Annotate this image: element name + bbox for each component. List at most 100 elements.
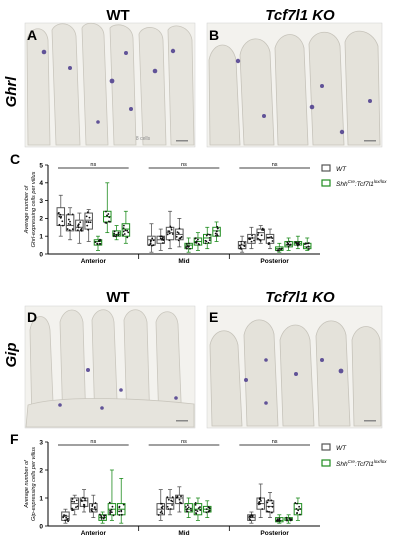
data-point bbox=[124, 229, 127, 232]
header-ko-bottom: Tcf7l1 KO bbox=[265, 289, 335, 306]
data-point bbox=[285, 518, 288, 521]
data-point bbox=[82, 496, 84, 499]
data-point bbox=[58, 212, 60, 214]
data-point bbox=[188, 245, 190, 248]
data-point bbox=[248, 238, 251, 240]
data-point bbox=[159, 235, 162, 238]
data-point bbox=[61, 220, 64, 223]
y-tick-label: 4 bbox=[39, 180, 43, 187]
data-point bbox=[186, 245, 189, 247]
data-point bbox=[98, 513, 101, 516]
data-point bbox=[208, 237, 211, 239]
legend-wt-swatch bbox=[321, 164, 331, 172]
data-point bbox=[113, 232, 116, 235]
data-point bbox=[126, 236, 129, 239]
legend-c: WT ShhCre:Tcf7l1lox/lox bbox=[321, 164, 387, 188]
data-point bbox=[276, 518, 279, 520]
data-point bbox=[197, 242, 200, 245]
data-point bbox=[170, 228, 173, 231]
data-point bbox=[100, 516, 103, 519]
data-point bbox=[297, 509, 300, 512]
significance-label: ns bbox=[181, 162, 187, 168]
data-point bbox=[117, 234, 120, 237]
data-point bbox=[82, 503, 85, 506]
data-point bbox=[160, 510, 163, 513]
data-point bbox=[250, 514, 252, 517]
data-point bbox=[187, 506, 190, 509]
legend-wt-label: WT bbox=[336, 445, 347, 452]
data-point bbox=[65, 514, 67, 517]
scale-bar bbox=[364, 420, 376, 422]
data-point bbox=[216, 234, 219, 237]
significance-label: ns bbox=[90, 162, 96, 168]
data-point bbox=[257, 234, 259, 236]
data-point bbox=[177, 239, 180, 242]
data-point bbox=[107, 213, 110, 215]
data-point bbox=[168, 239, 171, 242]
data-point bbox=[114, 235, 117, 238]
data-point bbox=[249, 519, 252, 521]
panel-letter-d: D bbox=[27, 309, 37, 325]
data-point bbox=[251, 234, 253, 237]
data-point bbox=[85, 215, 88, 218]
data-point bbox=[166, 233, 169, 236]
data-point bbox=[157, 514, 160, 516]
data-point bbox=[122, 224, 125, 227]
data-point bbox=[110, 511, 113, 514]
category-label: Anterior bbox=[81, 258, 107, 265]
data-point bbox=[298, 241, 300, 244]
data-point bbox=[106, 214, 109, 217]
data-point bbox=[83, 506, 86, 508]
data-point bbox=[91, 503, 94, 506]
data-point bbox=[118, 506, 121, 509]
box bbox=[93, 239, 103, 246]
data-point bbox=[215, 234, 217, 237]
panel-letter-b: B bbox=[209, 27, 219, 43]
data-point bbox=[261, 229, 263, 231]
data-point bbox=[122, 234, 125, 236]
data-point bbox=[294, 241, 297, 244]
micrograph-a: 8 cells bbox=[24, 22, 196, 148]
data-point bbox=[110, 508, 113, 511]
header-ko-top: Tcf7l1 KO bbox=[265, 7, 335, 24]
data-point bbox=[167, 498, 170, 501]
data-point bbox=[67, 517, 69, 520]
data-point bbox=[108, 216, 111, 219]
data-point bbox=[73, 500, 76, 503]
data-point bbox=[148, 244, 150, 247]
data-point bbox=[111, 505, 114, 508]
data-point bbox=[161, 505, 164, 508]
data-point bbox=[100, 517, 103, 520]
data-point bbox=[286, 519, 288, 522]
data-point bbox=[99, 238, 101, 241]
data-point bbox=[204, 242, 207, 245]
box bbox=[247, 233, 256, 244]
data-point bbox=[86, 211, 89, 214]
data-point bbox=[175, 235, 178, 238]
data-point bbox=[186, 504, 189, 507]
data-point bbox=[152, 239, 155, 242]
data-point bbox=[271, 502, 274, 505]
data-point bbox=[205, 511, 208, 514]
data-point bbox=[84, 499, 86, 502]
data-point bbox=[67, 213, 70, 215]
data-point bbox=[207, 241, 210, 244]
legend-mut-label: ShhCre:Tcf7l1lox/lox bbox=[336, 179, 387, 188]
scale-bar bbox=[176, 420, 188, 422]
data-point bbox=[207, 510, 210, 513]
data-point bbox=[262, 229, 265, 231]
data-point bbox=[307, 248, 310, 250]
data-point bbox=[118, 510, 120, 513]
data-point bbox=[171, 504, 174, 506]
data-point bbox=[216, 225, 219, 228]
y-tick-label: 3 bbox=[39, 198, 43, 205]
data-point bbox=[71, 500, 73, 503]
data-point bbox=[180, 236, 183, 238]
data-point bbox=[178, 227, 181, 230]
data-point bbox=[290, 518, 293, 520]
data-point bbox=[68, 229, 71, 232]
data-point bbox=[61, 224, 64, 227]
micrograph-d bbox=[24, 305, 196, 429]
